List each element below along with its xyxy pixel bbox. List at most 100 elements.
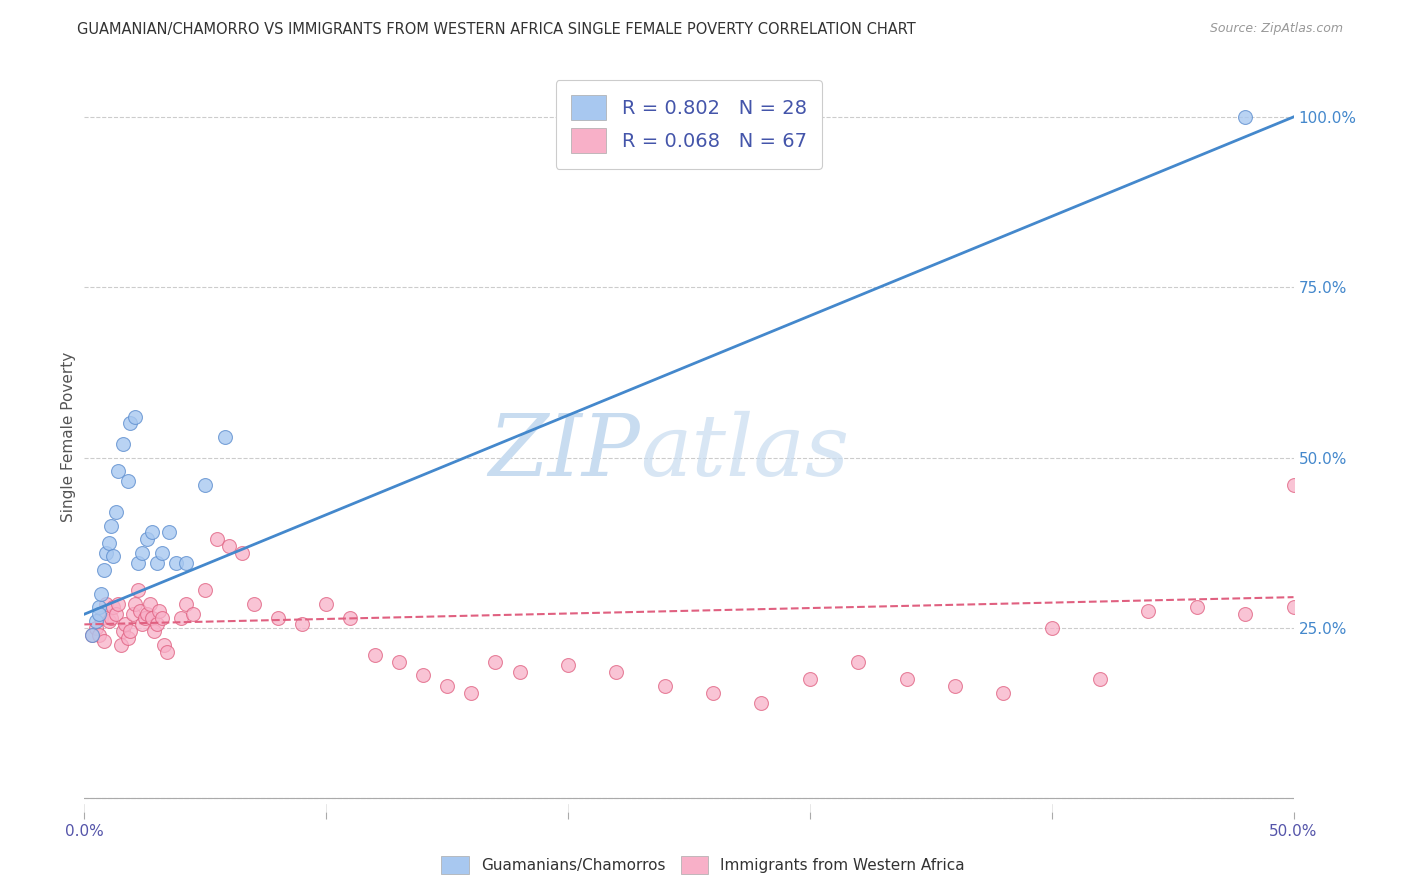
Point (181, 607, 204, 622)
Point (100, 518, 122, 533)
Point (153, 638, 176, 652)
Point (605, 665, 627, 679)
Point (194, 583, 217, 598)
Y-axis label: Single Female Poverty: Single Female Poverty (60, 352, 76, 522)
Point (80, 627, 103, 641)
Point (134, 610, 156, 624)
Point (131, 546, 153, 560)
Point (129, 604, 152, 618)
Point (231, 546, 253, 560)
Point (339, 610, 361, 624)
Point (242, 597, 264, 611)
Point (117, 475, 139, 489)
Point (143, 624, 166, 639)
Point (146, 617, 169, 632)
Point (654, 679, 676, 693)
Point (87, 627, 110, 641)
Point (702, 685, 724, 699)
Point (93, 634, 115, 648)
Point (127, 583, 149, 598)
Point (87, 600, 110, 615)
Point (90, 587, 112, 601)
Point (107, 597, 129, 611)
Text: Source: ZipAtlas.com: Source: ZipAtlas.com (1209, 22, 1343, 36)
Point (138, 597, 160, 611)
Point (87, 607, 110, 622)
Legend: Guamanians/Chamorros, Immigrants from Western Africa: Guamanians/Chamorros, Immigrants from We… (434, 850, 972, 880)
Point (174, 556, 197, 570)
Point (214, 430, 236, 444)
Point (1185, 600, 1208, 615)
Point (1282, 477, 1305, 491)
Point (124, 409, 146, 424)
Point (150, 546, 173, 560)
Text: ZIP: ZIP (489, 410, 641, 493)
Point (484, 655, 506, 669)
Point (388, 655, 411, 669)
Point (150, 610, 173, 624)
Point (1088, 672, 1111, 686)
Text: GUAMANIAN/CHAMORRO VS IMMIGRANTS FROM WESTERN AFRICA SINGLE FEMALE POVERTY CORRE: GUAMANIAN/CHAMORRO VS IMMIGRANTS FROM WE… (77, 22, 917, 37)
Point (100, 610, 122, 624)
Point (896, 672, 918, 686)
Point (1040, 621, 1063, 635)
Point (1234, 110, 1257, 124)
Point (993, 685, 1015, 699)
Point (846, 655, 869, 669)
Point (104, 505, 127, 519)
Point (460, 685, 482, 699)
Point (148, 604, 170, 618)
Point (112, 437, 135, 451)
Point (94, 546, 117, 560)
Point (136, 607, 159, 622)
Point (136, 533, 159, 547)
Point (86, 614, 108, 628)
Point (97, 535, 120, 549)
Point (1282, 600, 1305, 615)
Point (218, 539, 240, 553)
Point (1234, 607, 1257, 622)
Point (94, 597, 117, 611)
Point (943, 679, 966, 693)
Point (110, 638, 132, 652)
Point (97, 614, 120, 628)
Point (412, 668, 434, 682)
Point (157, 525, 180, 540)
Point (170, 610, 193, 624)
Point (363, 648, 385, 662)
Point (80, 627, 103, 641)
Point (751, 696, 773, 710)
Point (114, 617, 136, 632)
Point (141, 610, 163, 624)
Point (103, 600, 125, 615)
Point (194, 477, 217, 491)
Point (121, 607, 143, 622)
Point (86, 621, 108, 635)
Point (124, 597, 146, 611)
Point (117, 631, 139, 645)
Point (436, 679, 458, 693)
Point (509, 665, 531, 679)
Point (165, 556, 187, 570)
Point (174, 597, 197, 611)
Point (557, 658, 579, 673)
Point (291, 617, 314, 632)
Point (267, 610, 290, 624)
Point (120, 624, 142, 639)
Point (104, 607, 127, 622)
Point (103, 549, 125, 564)
Point (112, 624, 135, 639)
Point (315, 597, 337, 611)
Point (120, 417, 142, 431)
Point (90, 610, 112, 624)
Point (107, 464, 129, 478)
Point (127, 556, 149, 570)
Text: atlas: atlas (641, 410, 849, 493)
Point (141, 525, 163, 540)
Point (799, 672, 821, 686)
Point (155, 645, 177, 659)
Point (1137, 604, 1160, 618)
Point (131, 617, 153, 632)
Point (207, 533, 229, 547)
Point (93, 563, 115, 577)
